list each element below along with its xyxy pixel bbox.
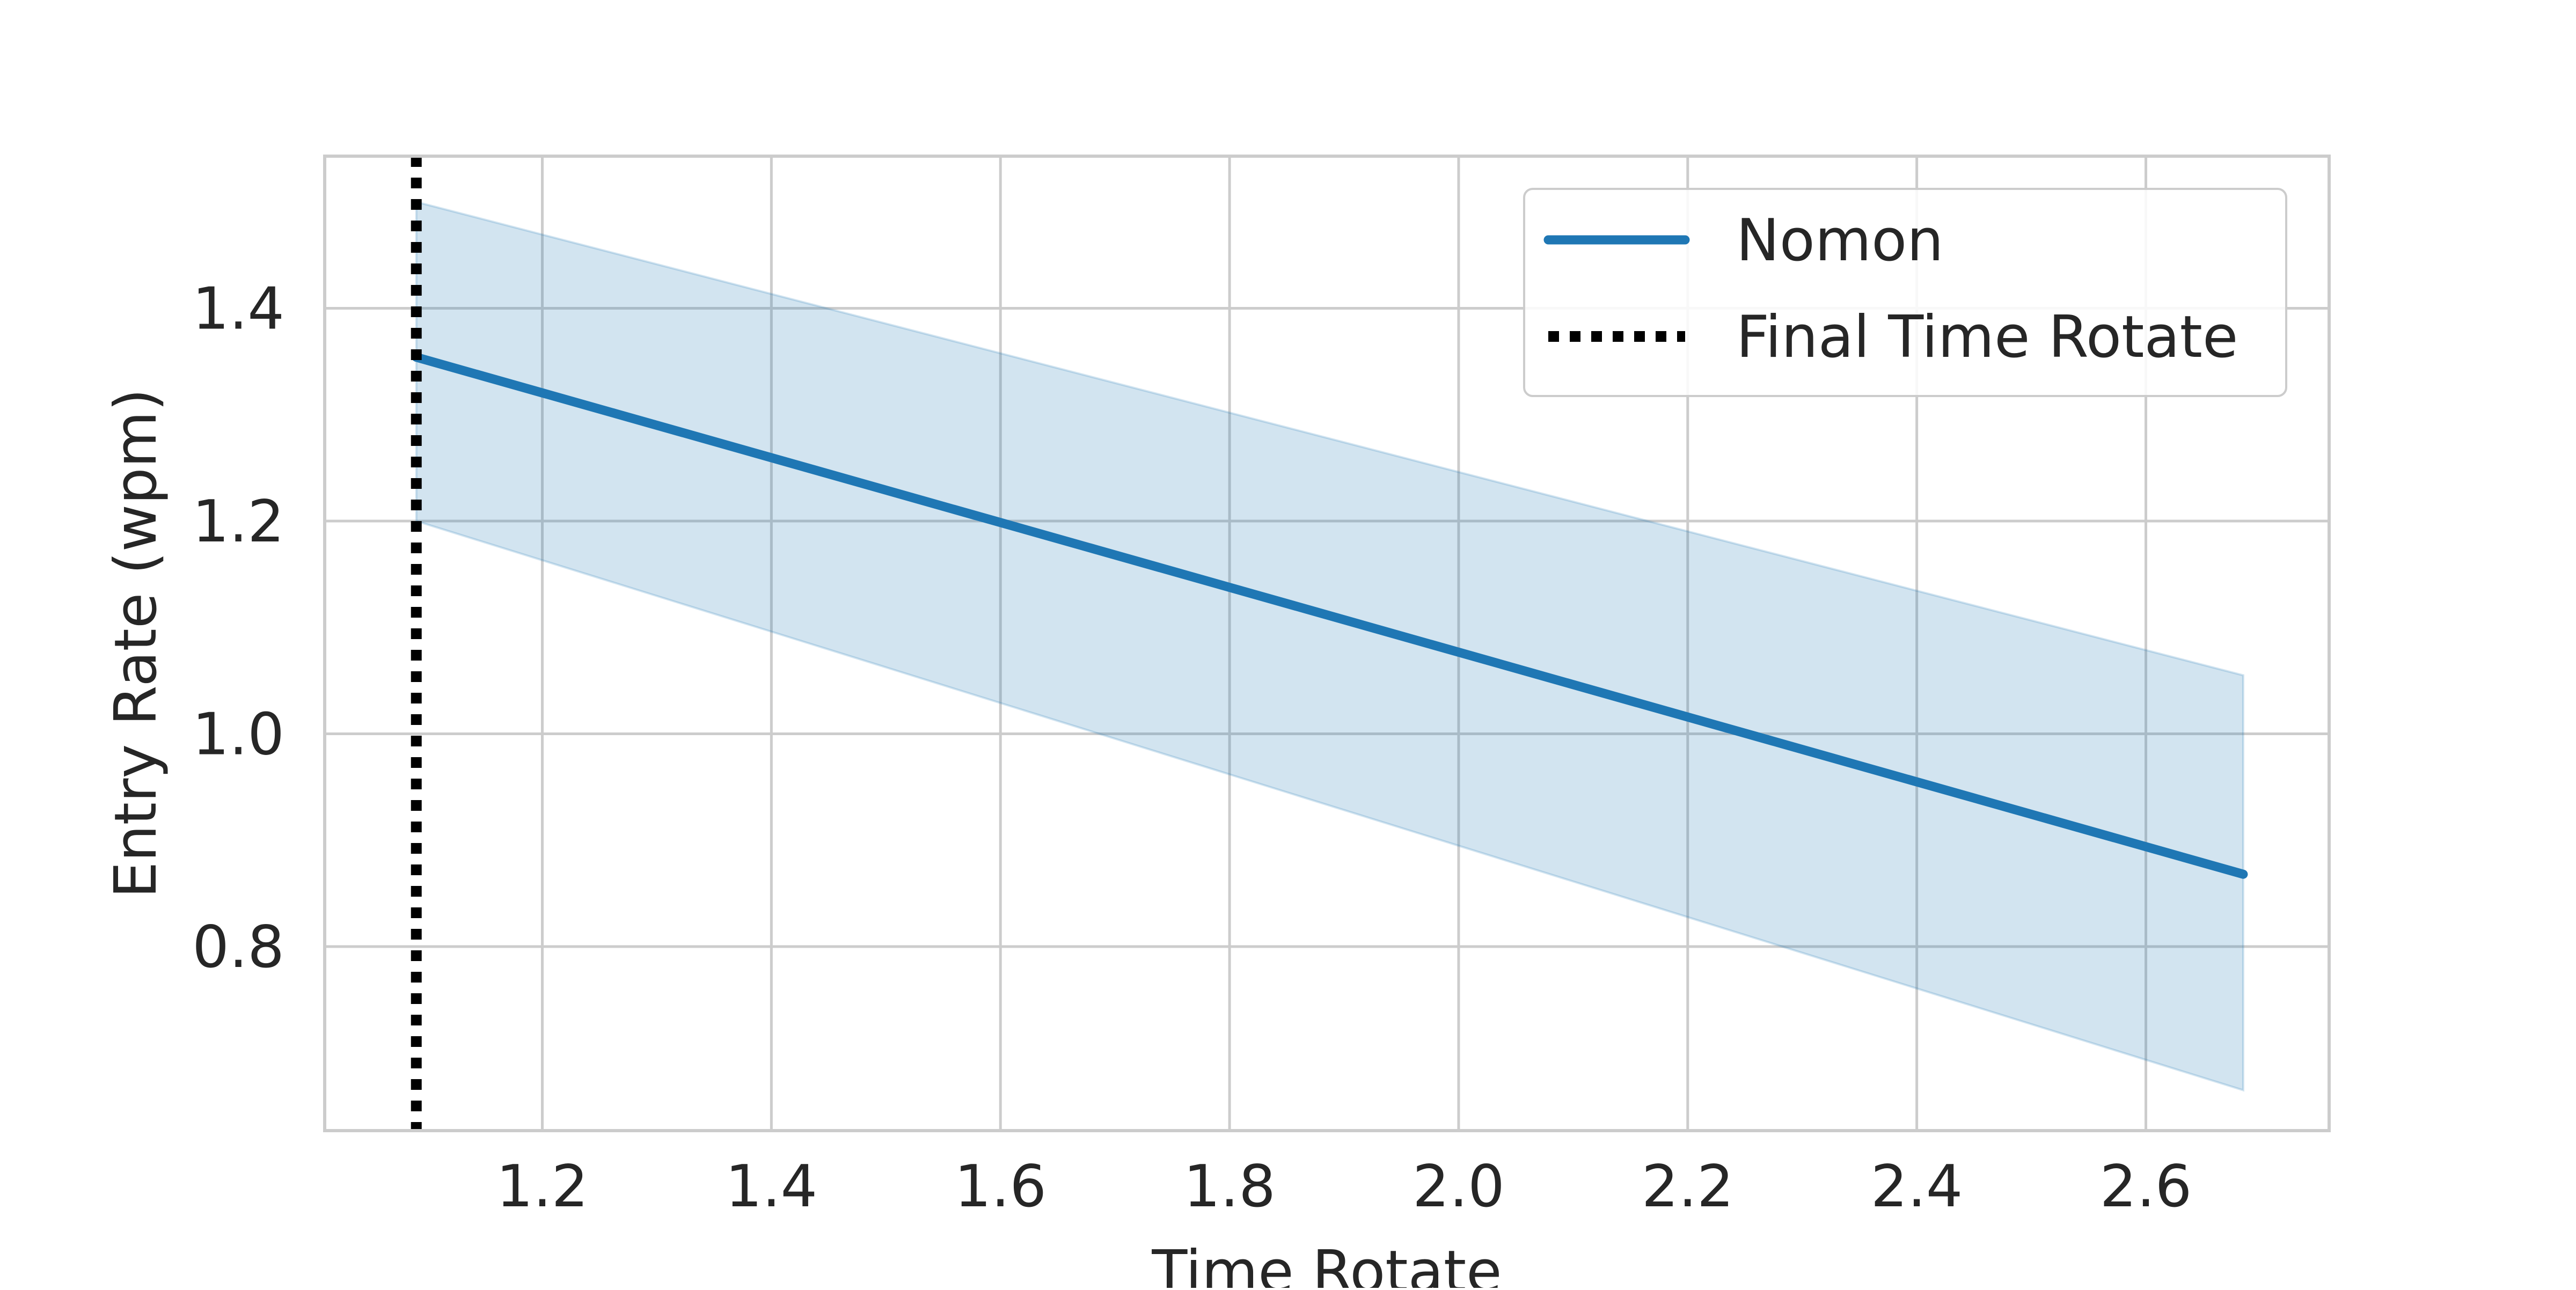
x-tick-label: 1.4 [725, 1153, 817, 1220]
y-tick-label: 1.4 [192, 276, 284, 343]
x-tick-label: 1.6 [954, 1153, 1046, 1220]
plot-frame [323, 155, 2331, 1132]
legend-label: Final Time Rotate [1736, 304, 2238, 371]
series-line [412, 353, 2248, 879]
y-tick-label: 1.2 [192, 488, 284, 555]
legend-items: Nomon Final Time Rotate [1543, 207, 2238, 371]
legend: Nomon Final Time Rotate [1523, 188, 2287, 397]
y-tick-labels: 0.8 1.0 1.2 1.4 [192, 276, 284, 981]
x-tick-labels: 1.2 1.4 1.6 1.8 2.0 2.2 2.4 2.6 [496, 1153, 2192, 1220]
legend-box [1523, 188, 2287, 397]
x-tick-label: 1.8 [1183, 1153, 1276, 1220]
y-axis-label: Entry Rate (wpm) [103, 389, 170, 898]
x-tick-label: 2.4 [1871, 1153, 1963, 1220]
x-tick-label: 1.2 [496, 1153, 589, 1220]
x-tick-label: 2.0 [1413, 1153, 1505, 1220]
y-tick-label: 1.0 [192, 701, 284, 768]
series-lines [412, 353, 2248, 879]
legend-entry: Nomon [1543, 207, 1944, 274]
x-tick-label: 2.2 [1642, 1153, 1734, 1220]
legend-label: Nomon [1736, 207, 1944, 274]
y-tick-label: 0.8 [192, 914, 284, 981]
x-tick-label: 2.6 [2100, 1153, 2192, 1220]
legend-entry: Final Time Rotate [1548, 304, 2238, 371]
x-axis-label: Time Rotate [1151, 1238, 1502, 1288]
